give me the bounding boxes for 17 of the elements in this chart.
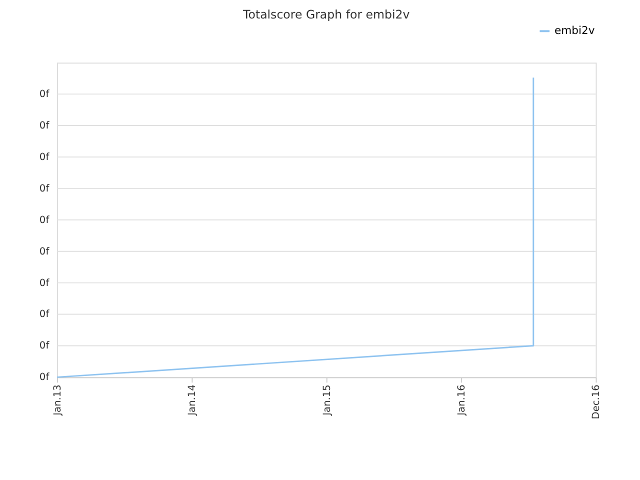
text: 0f [39, 183, 50, 194]
chart-title: Totalscore Graph for embi2v [242, 7, 410, 22]
text: 0f [39, 340, 50, 352]
legend-label: embi2v [554, 24, 596, 38]
text: 0f [39, 152, 50, 163]
x-tick-label: Jan.16 [456, 384, 468, 416]
text: 0f [39, 372, 50, 384]
text: 0f [39, 120, 50, 132]
text: 0f [39, 89, 50, 100]
text: 0f [39, 214, 50, 226]
x-tick-label: Jan.15 [322, 384, 333, 416]
text: 0f [39, 309, 50, 320]
x-tick-label: Dec.16 [591, 384, 602, 420]
text: 0f [39, 246, 50, 258]
x-tick-label: Jan.13 [52, 384, 64, 416]
text: 0f [39, 278, 50, 289]
x-tick-label: Jan.14 [187, 384, 198, 416]
